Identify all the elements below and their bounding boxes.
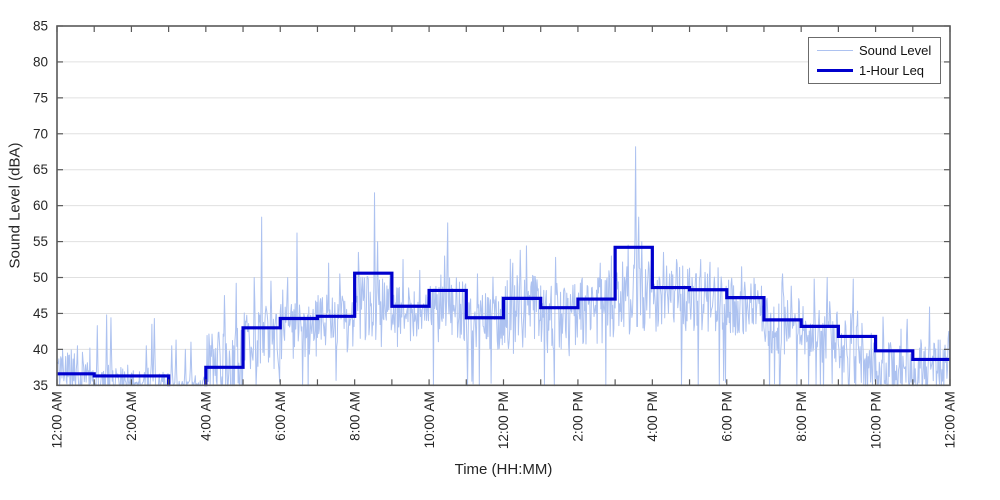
y-tick-label: 45 bbox=[33, 306, 48, 321]
x-tick-label: 10:00 AM bbox=[422, 391, 437, 448]
x-tick-label: 4:00 AM bbox=[199, 391, 214, 441]
x-tick-label: 2:00 PM bbox=[571, 391, 586, 441]
sound-level-series bbox=[57, 146, 950, 387]
legend-line-sample-sound-level bbox=[817, 49, 853, 52]
x-tick-label: 10:00 PM bbox=[868, 391, 883, 449]
y-tick-label: 40 bbox=[33, 342, 48, 357]
gridlines bbox=[57, 61, 950, 350]
x-tick-label: 6:00 AM bbox=[273, 391, 288, 441]
legend-line-sample-1-hour-leq bbox=[817, 68, 853, 73]
x-tick-label: 6:00 PM bbox=[719, 391, 734, 441]
legend-item-sound-level: Sound Level bbox=[817, 43, 934, 58]
y-tick-label: 80 bbox=[33, 54, 48, 69]
x-tick-label: 12:00 AM bbox=[943, 391, 958, 448]
legend-label-sound-level: Sound Level bbox=[859, 43, 932, 58]
y-tick-label: 60 bbox=[33, 198, 48, 213]
x-tick-label: 12:00 PM bbox=[496, 391, 511, 449]
legend-item-1-hour-leq: 1-Hour Leq bbox=[817, 63, 934, 78]
y-tick-label: 70 bbox=[33, 126, 48, 141]
legend-label-1-hour-leq: 1-Hour Leq bbox=[859, 63, 925, 78]
tick-labels: 35 40 45 50 55 60 65 70 75 80 85 12:00 AM 2:00 AM 4:0… bbox=[33, 19, 958, 450]
x-tick-label: 4:00 PM bbox=[645, 391, 660, 441]
x-tick-label: 8:00 PM bbox=[794, 391, 809, 441]
x-tick-label: 12:00 AM bbox=[50, 391, 65, 448]
y-tick-label: 50 bbox=[33, 270, 48, 285]
y-tick-label: 75 bbox=[33, 90, 48, 105]
y-tick-label: 55 bbox=[33, 234, 48, 249]
tick-marks bbox=[56, 25, 951, 386]
x-axis-label: Time (HH:MM) bbox=[454, 461, 553, 478]
y-tick-label: 65 bbox=[33, 162, 48, 177]
y-tick-label: 85 bbox=[33, 19, 48, 34]
x-tick-label: 2:00 AM bbox=[124, 391, 139, 441]
legend: Sound Level 1-Hour Leq bbox=[808, 37, 941, 84]
y-tick-label: 35 bbox=[33, 378, 48, 393]
one-hour-leq-series bbox=[57, 245, 950, 387]
x-tick-label: 8:00 AM bbox=[347, 391, 362, 441]
